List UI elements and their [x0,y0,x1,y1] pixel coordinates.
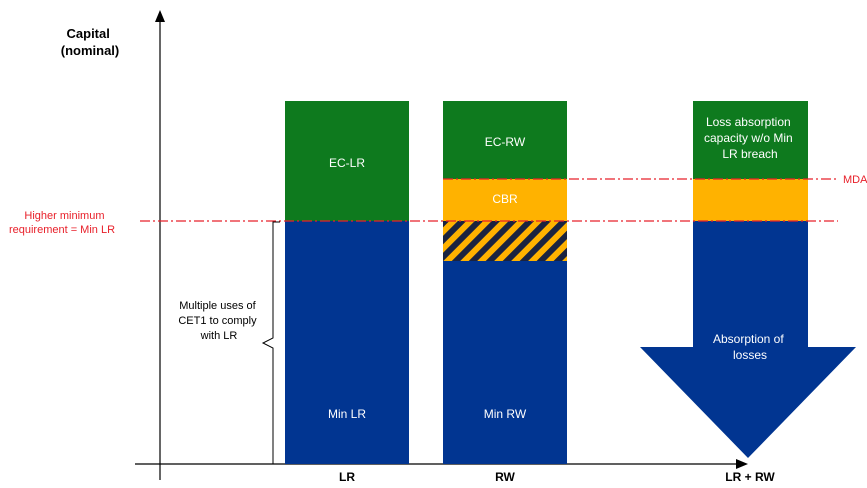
absorption-arrow [640,221,856,458]
rw-bar-cbr-label: CBR [492,192,518,206]
x-label-lr-rw: LR + RW [725,470,775,484]
rw-bar-min-label: Min RW [484,407,527,421]
combined-bar-loss-absorption [693,101,808,179]
rw-bar-cbr [443,179,567,221]
higher-min-requirement-label: Higher minimum requirement = Min LR [9,210,115,236]
x-axis-arrowhead [736,459,748,469]
rw-bar-ec-label: EC-RW [485,135,526,149]
x-label-lr: LR [339,470,355,484]
y-axis-title: Capital (nominal) [61,26,120,58]
absorption-arrow-label: Absorption of losses [713,332,787,362]
x-label-rw: RW [495,470,515,484]
cet1-brace [261,221,280,465]
rw-bar-min [443,261,567,464]
y-axis-arrowhead [155,10,165,22]
rw-bar-overlap-hatch [443,221,567,261]
mda-label: MDA [843,174,867,186]
lr-bar-min-label: Min LR [328,407,366,421]
rw-bar-ec [443,101,567,179]
lr-bar-min [285,221,409,464]
brace-note: Multiple uses of CET1 to comply with LR [178,300,259,342]
combined-bar-cbr [693,179,808,221]
lr-bar-ec [285,101,409,221]
lr-bar-ec-label: EC-LR [329,156,365,170]
combined-bar-top-label: Loss absorption capacity w/o Min LR brea… [704,115,796,161]
